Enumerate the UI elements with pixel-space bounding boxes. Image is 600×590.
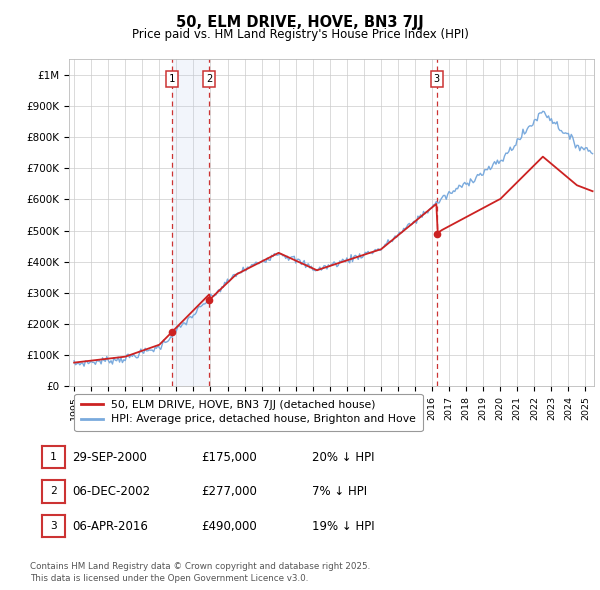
Text: 06-DEC-2002: 06-DEC-2002 [72,485,150,498]
Text: 20% ↓ HPI: 20% ↓ HPI [312,451,374,464]
Text: 1: 1 [169,74,175,84]
Text: £175,000: £175,000 [201,451,257,464]
Text: 3: 3 [50,522,57,531]
Text: 19% ↓ HPI: 19% ↓ HPI [312,520,374,533]
Text: 2: 2 [206,74,212,84]
Bar [172,59,209,386]
Text: 1: 1 [50,453,57,462]
Text: 7% ↓ HPI: 7% ↓ HPI [312,485,367,498]
Text: Price paid vs. HM Land Registry's House Price Index (HPI): Price paid vs. HM Land Registry's House … [131,28,469,41]
Text: Contains HM Land Registry data © Crown copyright and database right 2025.
This d: Contains HM Land Registry data © Crown c… [30,562,370,583]
Text: 06-APR-2016: 06-APR-2016 [72,520,148,533]
Text: 2: 2 [50,487,57,496]
Text: 3: 3 [433,74,440,84]
Text: 29-SEP-2000: 29-SEP-2000 [72,451,147,464]
Text: 50, ELM DRIVE, HOVE, BN3 7JJ: 50, ELM DRIVE, HOVE, BN3 7JJ [176,15,424,30]
Text: £277,000: £277,000 [201,485,257,498]
Legend: 50, ELM DRIVE, HOVE, BN3 7JJ (detached house), HPI: Average price, detached hous: 50, ELM DRIVE, HOVE, BN3 7JJ (detached h… [74,394,422,431]
Text: £490,000: £490,000 [201,520,257,533]
